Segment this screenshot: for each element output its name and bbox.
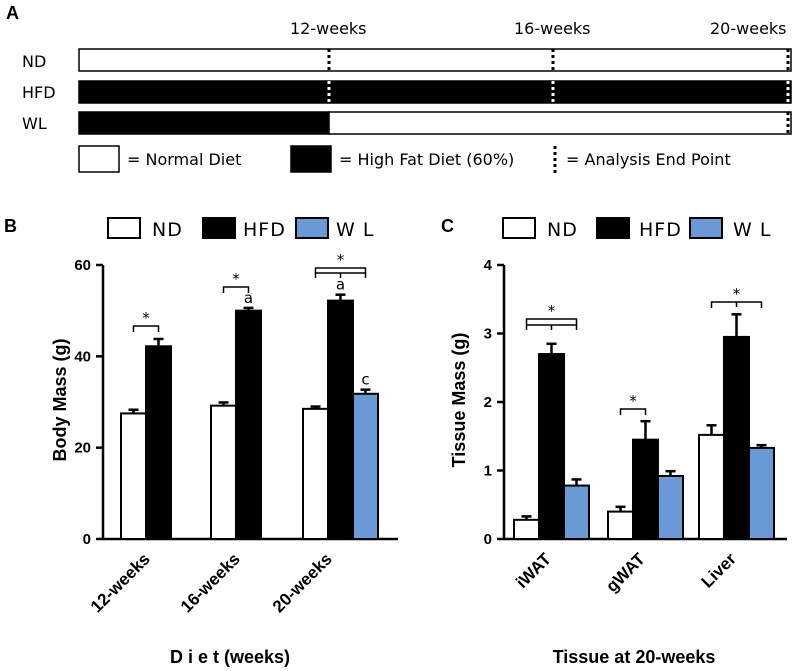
significance-bracket	[222, 286, 250, 293]
bar-nd-12-weeks	[120, 412, 147, 540]
significance-bracket	[525, 318, 578, 325]
row-label-wl: WL	[22, 114, 47, 133]
category-label: gWAT	[602, 549, 649, 596]
panel-c-letter: C	[441, 216, 454, 236]
category-label: 12-weeks	[87, 549, 154, 616]
bar-hfd-iWAT	[538, 353, 565, 540]
y-tick-label: 0	[484, 531, 492, 548]
y-tick-label: 60	[74, 257, 91, 274]
x-axis-title: D i e t (weeks)	[170, 647, 290, 667]
timepoint-label-20: 20-weeks	[710, 19, 787, 38]
significance-bracket-inner	[525, 324, 578, 330]
legend-label-wl: W L	[336, 219, 374, 241]
y-tick-label: 1	[484, 463, 492, 480]
chart-tissue-mass: ND HFD W L 0 1 2 3 4 Tissue Mass (g) Tissue at 20…	[449, 217, 787, 667]
y-tick-label: 20	[74, 440, 91, 457]
significance-star: *	[232, 270, 240, 288]
bar-nd-iWAT	[513, 518, 540, 541]
legend-swatch-wl	[295, 217, 329, 239]
significance-star: *	[629, 392, 637, 410]
bar-nd-Liver	[698, 433, 725, 541]
stat-letter: a	[244, 289, 253, 307]
legend-label-wl: W L	[733, 219, 771, 241]
y-axis-title: Tissue Mass (g)	[449, 333, 469, 468]
bar-hfd-20-weeks	[327, 299, 354, 540]
significance-bracket	[132, 325, 160, 332]
panel-a: A 12-weeks 16-weeks 20-weeks ND HFD WL =…	[6, 3, 792, 173]
legend-endpoint-label: = Analysis End Point	[566, 150, 731, 169]
legend-normal-label: = Normal Diet	[127, 150, 241, 169]
significance-bracket	[619, 408, 647, 415]
stat-letter: a	[336, 276, 345, 294]
y-axis-title: Body Mass (g)	[50, 338, 70, 461]
bar-hfd-16-weeks	[235, 309, 262, 540]
category-label: 20-weeks	[269, 549, 336, 616]
bar-nd-gWAT	[607, 510, 634, 541]
x-axis-title: Tissue at 20-weeks	[553, 647, 716, 667]
panel-a-letter: A	[6, 3, 19, 23]
bar-hfd-12-weeks	[145, 345, 172, 540]
y-tick-label: 4	[484, 257, 493, 274]
legend-swatch-wl	[689, 217, 723, 239]
significance-star: *	[733, 285, 741, 303]
y-tick-label: 0	[83, 531, 91, 548]
y-tick-label: 40	[74, 348, 91, 365]
significance-bracket-inner	[314, 272, 367, 278]
bar-wl-Liver	[748, 446, 775, 540]
bar-wl-20-weeks	[352, 392, 379, 540]
timepoint-label-16: 16-weeks	[514, 19, 591, 38]
bar-nd-16-weeks	[210, 404, 237, 540]
legend-label-nd: ND	[152, 219, 183, 241]
timeline-nd-normal	[78, 48, 792, 72]
significance-star: *	[337, 251, 345, 269]
bar-hfd-Liver	[723, 335, 750, 540]
legend-label-nd: ND	[547, 219, 578, 241]
timeline-hfd-highfat	[78, 80, 792, 104]
y-tick-label: 2	[484, 394, 492, 411]
bar-nd-20-weeks	[302, 407, 329, 540]
legend-swatch-hfd	[202, 217, 236, 239]
panel-b-letter: B	[4, 216, 17, 236]
bar-wl-gWAT	[657, 474, 684, 541]
significance-bracket	[314, 267, 367, 274]
legend-swatch-hfd	[596, 217, 630, 239]
chart-body-mass: ND HFD W L 0 20 40 60 Body Mass (g) D i e t (wee…	[50, 217, 398, 667]
legend-normal-swatch	[78, 145, 120, 173]
significance-star: *	[142, 309, 150, 327]
category-label: Liver	[698, 549, 740, 591]
legend-swatch-nd	[502, 217, 536, 239]
row-label-nd: ND	[22, 52, 46, 71]
timeline-wl-normal	[328, 111, 792, 135]
significance-star: *	[548, 302, 556, 320]
legend-label-hfd: HFD	[639, 219, 682, 241]
stat-letter: c	[361, 371, 369, 389]
legend-highfat-swatch	[290, 145, 332, 173]
legend-highfat-label: = High Fat Diet (60%)	[339, 150, 514, 169]
legend-label-hfd: HFD	[243, 219, 286, 241]
bar-wl-iWAT	[563, 484, 590, 541]
legend-swatch-nd	[107, 217, 141, 239]
y-tick-label: 3	[484, 326, 492, 343]
timeline-wl-highfat	[78, 111, 330, 135]
category-label: iWAT	[512, 549, 555, 592]
category-label: 16-weeks	[177, 549, 244, 616]
timepoint-label-12: 12-weeks	[290, 19, 367, 38]
bar-hfd-gWAT	[632, 438, 659, 540]
row-label-hfd: HFD	[22, 83, 56, 102]
